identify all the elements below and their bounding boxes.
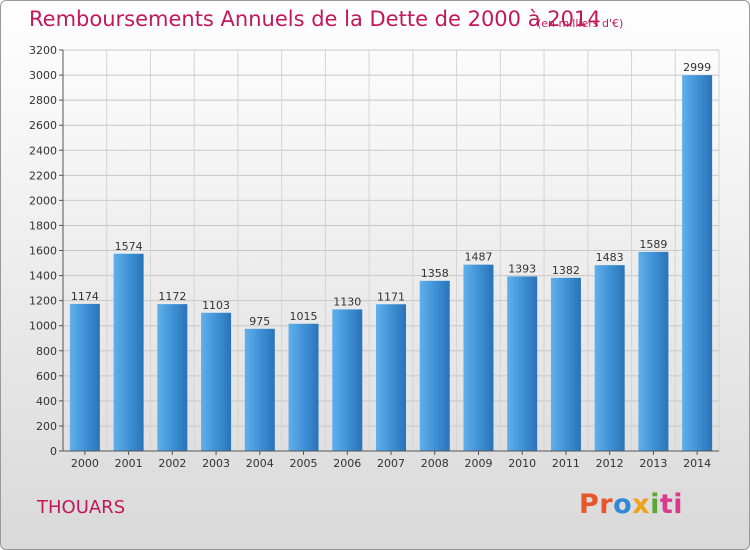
bar-value-label: 1393 bbox=[508, 262, 536, 275]
bar-value-label: 1130 bbox=[333, 295, 361, 308]
x-tick-label: 2012 bbox=[596, 457, 624, 470]
bar bbox=[113, 253, 144, 451]
bar-value-label: 1574 bbox=[115, 240, 143, 253]
bar bbox=[463, 264, 494, 451]
y-tick-label: 1400 bbox=[29, 270, 57, 283]
y-tick-label: 200 bbox=[36, 420, 57, 433]
y-tick-label: 2400 bbox=[29, 144, 57, 157]
bar bbox=[332, 309, 363, 451]
x-tick-label: 2011 bbox=[552, 457, 580, 470]
proxiti-logo: Proxiti bbox=[579, 489, 683, 520]
y-tick-label: 2000 bbox=[29, 194, 57, 207]
chart-title: Remboursements Annuels de la Dette de 20… bbox=[29, 7, 601, 31]
y-tick-label: 800 bbox=[36, 345, 57, 358]
x-tick-label: 2009 bbox=[464, 457, 492, 470]
y-tick-label: 1800 bbox=[29, 219, 57, 232]
bar-value-label: 1358 bbox=[421, 267, 449, 280]
x-tick-label: 2007 bbox=[377, 457, 405, 470]
x-tick-label: 2002 bbox=[158, 457, 186, 470]
x-tick-label: 2001 bbox=[115, 457, 143, 470]
bar-value-label: 1171 bbox=[377, 290, 405, 303]
y-tick-label: 400 bbox=[36, 395, 57, 408]
y-tick-label: 1000 bbox=[29, 320, 57, 333]
x-tick-label: 2006 bbox=[333, 457, 361, 470]
bar-value-label: 1589 bbox=[639, 238, 667, 251]
y-tick-label: 600 bbox=[36, 370, 57, 383]
bar bbox=[69, 303, 100, 451]
x-tick-label: 2008 bbox=[421, 457, 449, 470]
x-tick-label: 2003 bbox=[202, 457, 230, 470]
bar bbox=[157, 304, 188, 451]
bar-value-label: 1103 bbox=[202, 299, 230, 312]
logo-part: ti bbox=[659, 489, 684, 520]
bar bbox=[507, 276, 538, 451]
x-tick-label: 2013 bbox=[639, 457, 667, 470]
bar-value-label: 975 bbox=[249, 315, 270, 328]
y-tick-label: 0 bbox=[50, 445, 57, 458]
x-tick-label: 2000 bbox=[71, 457, 99, 470]
y-tick-label: 2800 bbox=[29, 94, 57, 107]
bar bbox=[419, 280, 450, 451]
city-name: THOUARS bbox=[37, 497, 126, 518]
bar bbox=[594, 265, 625, 451]
bar-value-label: 1172 bbox=[158, 290, 186, 303]
bar bbox=[638, 251, 669, 451]
x-tick-label: 2005 bbox=[290, 457, 318, 470]
bar bbox=[550, 277, 581, 451]
x-tick-label: 2010 bbox=[508, 457, 536, 470]
bar bbox=[376, 304, 406, 451]
y-tick-label: 1200 bbox=[29, 295, 57, 308]
bar-value-label: 1487 bbox=[464, 251, 492, 264]
y-tick-label: 2600 bbox=[29, 119, 57, 132]
x-tick-label: 2004 bbox=[246, 457, 274, 470]
bar-value-label: 2999 bbox=[683, 61, 711, 74]
bar bbox=[288, 323, 319, 451]
y-tick-label: 2200 bbox=[29, 169, 57, 182]
logo-part: x bbox=[632, 489, 651, 520]
chart-subtitle: (en milliers d'€) bbox=[537, 17, 624, 30]
bar bbox=[201, 312, 232, 451]
bar bbox=[244, 328, 275, 451]
y-tick-label: 1600 bbox=[29, 245, 57, 258]
bar-value-label: 1382 bbox=[552, 264, 580, 277]
bar-value-label: 1174 bbox=[71, 290, 99, 303]
bar-value-label: 1483 bbox=[596, 251, 624, 264]
x-tick-label: 2014 bbox=[683, 457, 711, 470]
y-tick-label: 3000 bbox=[29, 69, 57, 82]
logo-part: Pr bbox=[579, 489, 614, 520]
bar-value-label: 1015 bbox=[290, 310, 318, 323]
logo-part: o bbox=[613, 489, 633, 520]
bar bbox=[682, 75, 713, 452]
logo-part: i bbox=[650, 489, 660, 520]
y-tick-label: 3200 bbox=[29, 44, 57, 57]
